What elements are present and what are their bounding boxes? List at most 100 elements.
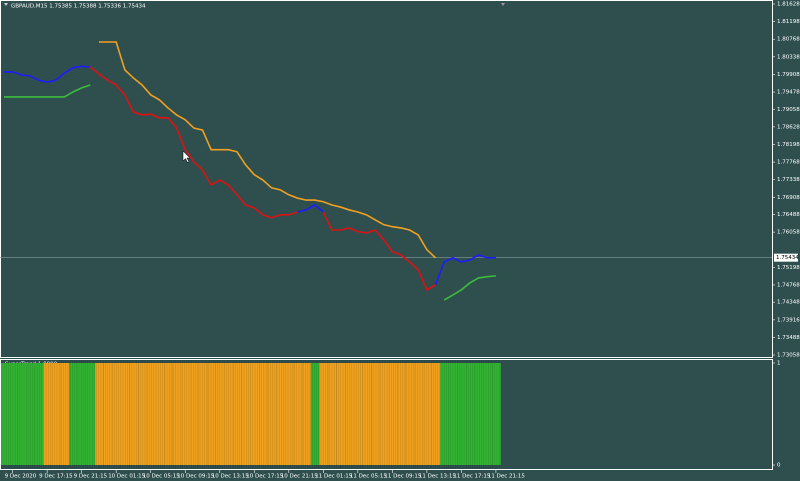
supertrend-bar [423,363,432,465]
supertrend-bar [138,363,147,465]
supertrend-bar [155,363,165,465]
supertrend-bar [492,363,501,465]
supertrend-bar [172,363,182,465]
y-tick-label: 1.78198 [777,142,800,148]
supertrend-bar [129,363,139,465]
supertrend-bar [354,363,363,465]
chart-title: GBPAUD,M15 1.75385 1.75388 1.75336 1.754… [11,4,146,10]
y-tick-label: 1.79058 [777,107,800,113]
main-pane-border [0,0,773,358]
supertrend-bar [414,363,424,465]
current-price-label: 1.75434 [776,255,799,261]
x-tick-label: 11 Dec 05:15 [350,474,387,480]
supertrend-bar [474,363,484,465]
scroll-marker [501,3,505,6]
x-tick-label: 10 Dec 21:15 [281,474,318,480]
y-tick-label: 1.73488 [777,335,800,341]
supertrend-bar [319,363,329,465]
y-tick-label: 1.73058 [777,353,800,359]
x-tick-label: 11 Dec 17:15 [453,474,490,480]
supertrend-bar [224,363,234,465]
price-line [98,41,437,259]
y-tick-label: 1.81198 [777,19,800,25]
x-tick-label: 11 Dec 09:15 [384,474,421,480]
supertrend-bar [362,363,372,465]
x-tick-label: 9 Dec 21:15 [74,474,108,480]
x-tick-label: 10 Dec 01:15 [108,474,145,480]
supertrend-bar [250,363,260,465]
y-tick-label: 1.73916 [777,317,800,323]
x-tick-label: 11 Dec 01:15 [315,474,352,480]
x-tick-label: 10 Dec 17:15 [246,474,283,480]
supertrend-bar [51,363,61,465]
x-tick-label: 9 Dec 2020 [5,474,37,480]
supertrend-bar [388,363,398,465]
supertrend-bar [293,363,303,465]
supertrend-bar [302,363,311,465]
y-tick-label: 1.77338 [777,177,800,183]
supertrend-bar [276,363,285,465]
supertrend-bar [121,363,130,465]
x-tick-label: 11 Dec 13:15 [419,474,456,480]
supertrend-bar [26,363,35,465]
supertrend-bar [190,363,199,465]
y-tick-label: 1.81628 [777,2,800,8]
y-tick-label: 1.76058 [777,230,800,236]
supertrend-bar [233,363,242,465]
supertrend-bar [43,363,52,465]
y-tick-label: 1.74768 [777,282,800,288]
supertrend-bar [466,363,475,465]
x-tick-label: 10 Dec 09:15 [177,474,214,480]
price-line [89,66,436,291]
supertrend-bar [328,363,337,465]
y-tick-label: 1.78628 [777,124,800,130]
y-tick-label: 1.80338 [777,54,800,60]
supertrend-bar [345,363,355,465]
y-tick-label: 1.79908 [777,72,800,78]
x-tick-label: 11 Dec 21:15 [488,474,525,480]
supertrend-bar [181,363,191,465]
indicator-pane-border [0,359,773,470]
mouse-cursor [182,150,191,163]
y-tick-label: 1.77768 [777,160,800,166]
supertrend-bar [86,363,96,465]
supertrend-bar [215,363,225,465]
y-tick-label: 1.75198 [777,265,800,271]
supertrend-bar [241,363,251,465]
y-tick-label: 1.76908 [777,195,800,201]
y-tick-label: 1.76488 [777,212,800,218]
supertrend-bar [431,363,441,465]
supertrend-bar [267,363,277,465]
supertrend-bar [8,363,18,465]
supertrend-bar [371,363,380,465]
current-price-box [774,253,798,262]
supertrend-bar [397,363,406,465]
supertrend-bar [259,363,268,465]
y-tick-label: 0 [777,463,781,469]
y-tick-label: 1.79478 [777,90,800,96]
supertrend-bar [405,363,415,465]
price-line [4,65,496,286]
supertrend-bar [284,363,294,465]
supertrend-bar [17,363,27,465]
supertrend-bar [207,363,216,465]
menu-arrow[interactable] [4,3,8,6]
supertrend-bar [336,363,346,465]
supertrend-bar [112,363,122,465]
supertrend-bar [34,363,44,465]
supertrend-bar [448,363,458,465]
y-tick-label: 1.74348 [777,300,800,306]
price-line [4,84,496,301]
supertrend-bar [483,363,493,465]
x-tick-label: 9 Dec 17:15 [39,474,73,480]
y-tick-label: 1.80768 [777,37,800,43]
supertrend-bar [1,363,10,465]
supertrend-bar [60,363,70,465]
x-tick-label: 10 Dec 05:15 [143,474,180,480]
y-tick-label: 1 [777,361,781,367]
supertrend-bar [95,363,104,465]
supertrend-bar [69,363,78,465]
supertrend-bar [198,363,208,465]
supertrend-bar [77,363,87,465]
